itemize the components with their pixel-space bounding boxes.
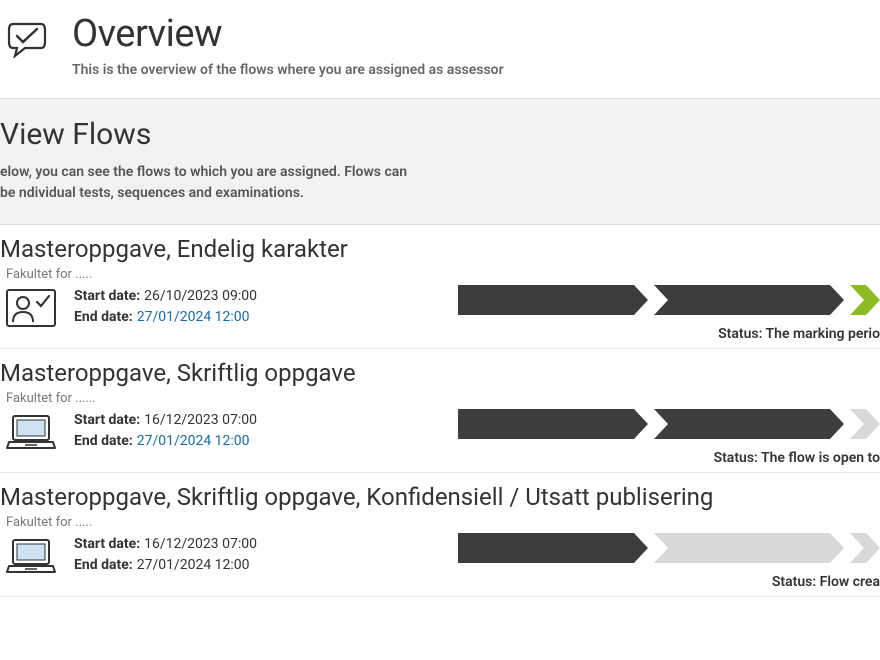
- flow-progress: Status: The flow is open to: [308, 408, 880, 466]
- end-date-value: 27/01/2024 12:00: [137, 555, 250, 576]
- view-flows-title: View Flows: [0, 117, 880, 152]
- flow-status: Status: The marking perio: [718, 326, 880, 342]
- speech-check-icon: [0, 12, 56, 60]
- start-date-value: 26/10/2023 09:00: [144, 286, 257, 307]
- flow-subtitle: Fakultet for ......: [6, 391, 880, 406]
- progress-bar: [458, 284, 880, 316]
- flow-dates: Start date: 16/12/2023 07:00 End date: 2…: [74, 410, 294, 452]
- progress-chevron: [654, 409, 844, 439]
- progress-bar: [458, 532, 880, 564]
- progress-chevron: [458, 409, 648, 439]
- flow-status: Status: Flow crea: [772, 574, 880, 590]
- flow-body: Start date: 16/12/2023 07:00 End date: 2…: [0, 410, 880, 466]
- start-date-label: Start date:: [74, 410, 140, 431]
- flow-body: Start date: 16/12/2023 07:00 End date: 2…: [0, 534, 880, 590]
- page-header-text: Overview This is the overview of the flo…: [72, 12, 504, 78]
- start-date-value: 16/12/2023 07:00: [144, 534, 257, 555]
- progress-chevron: [654, 533, 844, 563]
- progress-chevron: [850, 409, 880, 439]
- flow-item[interactable]: Masteroppgave, Skriftlig oppgave Fakulte…: [0, 349, 880, 473]
- flow-progress: Status: Flow crea: [308, 532, 880, 590]
- flow-progress: Status: The marking perio: [308, 284, 880, 342]
- start-date-label: Start date:: [74, 286, 140, 307]
- flow-dates: Start date: 26/10/2023 09:00 End date: 2…: [74, 286, 294, 328]
- laptop-icon: [2, 534, 60, 578]
- view-flows-section: View Flows elow, you can see the flows t…: [0, 98, 880, 225]
- flow-subtitle: Fakultet for .....: [6, 515, 880, 530]
- end-date-label: End date:: [74, 431, 133, 452]
- flow-title: Masteroppgave, Skriftlig oppgave, Konfid…: [0, 483, 880, 511]
- progress-chevron: [850, 533, 880, 563]
- view-flows-description: elow, you can see the flows to which you…: [0, 162, 420, 204]
- flows-list: Masteroppgave, Endelig karakter Fakultet…: [0, 225, 880, 597]
- page-header: Overview This is the overview of the flo…: [0, 0, 880, 98]
- flow-title: Masteroppgave, Endelig karakter: [0, 235, 880, 263]
- start-date-label: Start date:: [74, 534, 140, 555]
- flow-item[interactable]: Masteroppgave, Skriftlig oppgave, Konfid…: [0, 473, 880, 597]
- flow-subtitle: Fakultet for .....: [6, 267, 880, 282]
- end-date-label: End date:: [74, 307, 133, 328]
- flow-status: Status: The flow is open to: [714, 450, 880, 466]
- progress-chevron: [654, 285, 844, 315]
- flow-item[interactable]: Masteroppgave, Endelig karakter Fakultet…: [0, 225, 880, 349]
- progress-chevron: [850, 285, 880, 315]
- page-title: Overview: [72, 12, 504, 56]
- end-date-label: End date:: [74, 555, 133, 576]
- end-date-value[interactable]: 27/01/2024 12:00: [137, 431, 250, 452]
- end-date-value[interactable]: 27/01/2024 12:00: [137, 307, 250, 328]
- page-subtitle: This is the overview of the flows where …: [72, 62, 504, 78]
- person-check-icon: [2, 286, 60, 330]
- flow-dates: Start date: 16/12/2023 07:00 End date: 2…: [74, 534, 294, 576]
- start-date-value: 16/12/2023 07:00: [144, 410, 257, 431]
- flow-body: Start date: 26/10/2023 09:00 End date: 2…: [0, 286, 880, 342]
- progress-bar: [458, 408, 880, 440]
- progress-chevron: [458, 533, 648, 563]
- flow-title: Masteroppgave, Skriftlig oppgave: [0, 359, 880, 387]
- laptop-icon: [2, 410, 60, 454]
- progress-chevron: [458, 285, 648, 315]
